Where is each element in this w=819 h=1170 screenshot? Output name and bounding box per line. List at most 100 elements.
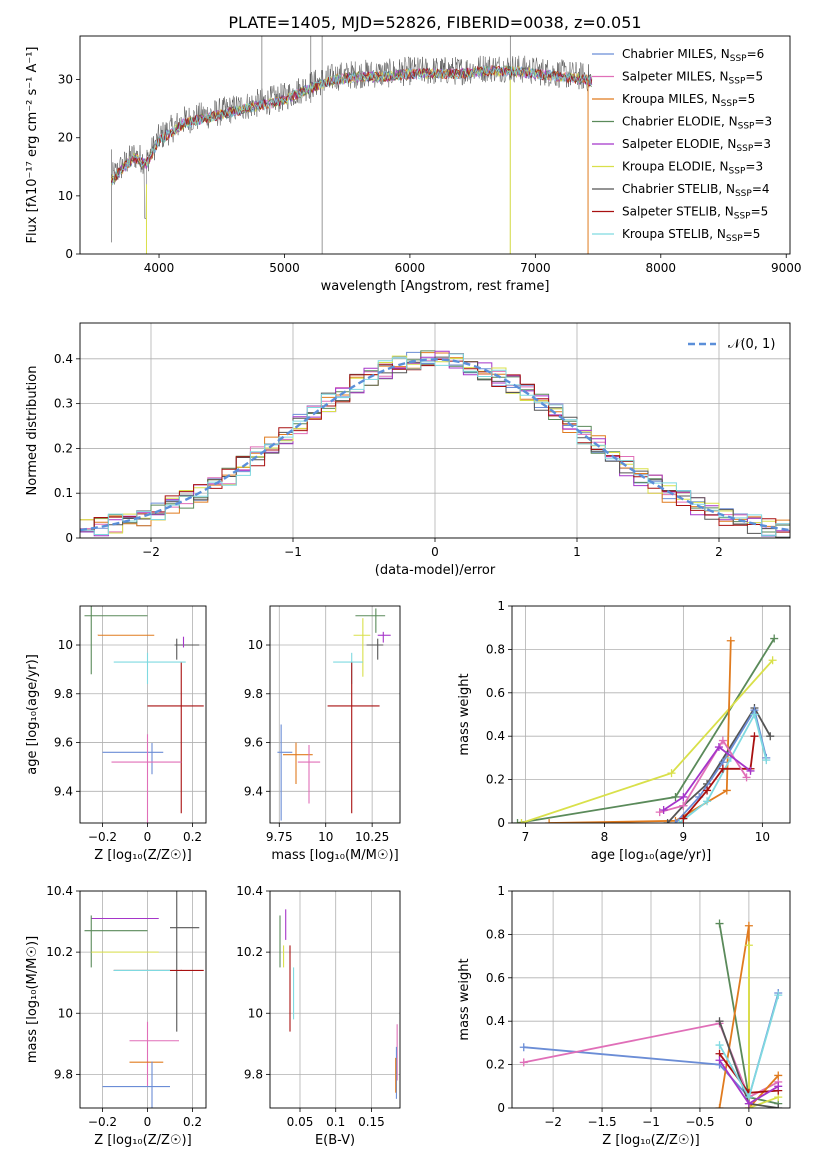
x-tick-label: 10.25 bbox=[355, 830, 389, 844]
weight-marker bbox=[715, 919, 724, 928]
x-tick-label: 9000 bbox=[771, 261, 802, 275]
weight-marker bbox=[770, 634, 779, 643]
y-tick-label: 9.8 bbox=[244, 687, 263, 701]
x-axis-label: E(B-V) bbox=[315, 1133, 355, 1148]
y-tick-label: 30 bbox=[58, 73, 73, 87]
x-axis-label: Z [log₁₀(Z/Z☉)] bbox=[602, 1133, 699, 1148]
weight-marker bbox=[726, 636, 735, 645]
y-tick-label: 0.6 bbox=[486, 686, 505, 700]
residuals-frame bbox=[79, 322, 791, 539]
weight-marker bbox=[659, 805, 668, 814]
spectrum-model-line bbox=[111, 65, 592, 186]
weight-series bbox=[517, 656, 777, 823]
legend-entry: Salpeter ELODIE, NSSP=3 bbox=[622, 137, 771, 154]
x-tick-label: −1 bbox=[642, 1115, 660, 1129]
spectrum-axes: 4000 5000 6000 7000 8000 9000 0 10 20 30 wavelengt… bbox=[25, 35, 802, 294]
y-tick-label: 1 bbox=[497, 599, 505, 613]
y-tick-label: 9.8 bbox=[54, 687, 73, 701]
y-tick-label: 10 bbox=[248, 638, 263, 652]
legend-entry: 𝒩(0, 1) bbox=[728, 337, 775, 352]
x-tick-label: 8000 bbox=[646, 261, 677, 275]
y-tick-label: 0.3 bbox=[54, 397, 73, 411]
y-axis-label: mass weight bbox=[457, 673, 472, 755]
errorbar-point bbox=[84, 606, 148, 675]
x-tick-label: 0.05 bbox=[287, 1115, 314, 1129]
weight-line bbox=[748, 945, 779, 1108]
y-tick-label: 1 bbox=[497, 884, 505, 898]
legend-entry: Kroupa STELIB, NSSP=5 bbox=[622, 227, 760, 244]
spectrum-model-line bbox=[111, 65, 593, 183]
mass_vs_Z-frame bbox=[79, 890, 207, 1109]
weight-series bbox=[659, 743, 755, 814]
y-tick-label: 9.8 bbox=[244, 1067, 263, 1081]
x-tick-label: 6000 bbox=[395, 261, 426, 275]
weight-marker bbox=[714, 743, 723, 752]
weight-marker bbox=[519, 1058, 528, 1067]
y-tick-label: 10 bbox=[58, 189, 73, 203]
y-tick-label: 0.4 bbox=[54, 352, 73, 366]
mass_vs_Z-plot-area bbox=[80, 891, 206, 1108]
errorbar-point bbox=[283, 742, 313, 784]
age_vs_Z-plot-area bbox=[80, 606, 206, 823]
weight-marker bbox=[766, 732, 775, 741]
y-tick-label: 9.6 bbox=[54, 736, 73, 750]
spectrum-legend: Chabrier MILES, NSSP=6 Salpeter MILES, NS… bbox=[592, 47, 772, 244]
weight-series bbox=[715, 1056, 783, 1108]
weight-marker bbox=[703, 786, 712, 795]
y-tick-label: 9.4 bbox=[244, 784, 263, 798]
x-axis-label: wavelength [Angstrom, rest frame] bbox=[321, 279, 550, 294]
errorbar-point bbox=[170, 891, 200, 1032]
weight-line bbox=[674, 707, 768, 823]
massweight_vs_age-frame bbox=[511, 605, 791, 824]
massweight_vs_age-axes: 7 8 9 10 0 0.2 0.4 0.6 0.8 1 age [log₁₀(age/yr)] ma… bbox=[457, 599, 791, 863]
y-axis-label: Flux [fλ10⁻¹⁷ erg cm⁻² s⁻¹ A⁻¹] bbox=[25, 47, 40, 244]
x-axis-label: age [log₁₀(age/yr)] bbox=[591, 848, 712, 863]
x-tick-label: −0.2 bbox=[88, 830, 117, 844]
errorbar-point bbox=[277, 724, 293, 821]
weight-marker bbox=[517, 819, 526, 823]
histogram-step bbox=[80, 353, 790, 537]
weight-marker bbox=[774, 991, 783, 1000]
errorbar-point bbox=[129, 1061, 164, 1063]
x-tick-label: 0 bbox=[431, 545, 439, 559]
weight-marker bbox=[718, 736, 727, 745]
errorbar-point bbox=[366, 638, 384, 660]
weight-marker bbox=[519, 1043, 528, 1052]
x-tick-label: 5000 bbox=[269, 261, 300, 275]
weight-line bbox=[663, 745, 752, 811]
x-tick-label: 4000 bbox=[144, 261, 175, 275]
y-tick-label: 0 bbox=[497, 816, 505, 830]
y-axis-label: Normed distribution bbox=[25, 366, 40, 496]
y-tick-label: 9.6 bbox=[244, 736, 263, 750]
x-tick-label: 0.2 bbox=[183, 1115, 202, 1129]
errorbar-point bbox=[111, 734, 182, 823]
weight-marker bbox=[774, 1071, 783, 1080]
weight-marker bbox=[718, 764, 727, 773]
age_vs_Z-frame bbox=[79, 605, 207, 824]
y-tick-label: 0.6 bbox=[486, 971, 505, 985]
legend-entry: Kroupa ELODIE, NSSP=3 bbox=[622, 160, 763, 177]
errorbar-point bbox=[377, 631, 391, 643]
weight-marker bbox=[744, 941, 753, 950]
weight-marker bbox=[762, 756, 771, 765]
errorbar-point bbox=[102, 1061, 170, 1108]
weight-marker bbox=[774, 1104, 783, 1108]
y-tick-label: 0.2 bbox=[54, 441, 73, 455]
errorbar-point bbox=[129, 1021, 179, 1087]
x-tick-label: −0.5 bbox=[685, 1115, 714, 1129]
weight-marker bbox=[750, 710, 759, 719]
massweight_vs_Z-axes: −2 −1.5 −1 −0.5 0 0 0.2 0.4 0.6 0.8 1 Z [log₁₀(Z/Z☉… bbox=[457, 884, 791, 1148]
weight-marker bbox=[774, 1082, 783, 1091]
normal-curve bbox=[80, 358, 790, 532]
weight-marker bbox=[750, 732, 759, 741]
y-tick-label: 0.1 bbox=[54, 486, 73, 500]
weight-series bbox=[715, 991, 783, 1102]
y-tick-label: 10 bbox=[248, 1006, 263, 1020]
age_vs_mass-plot-area bbox=[270, 606, 400, 823]
errorbar-point bbox=[113, 652, 186, 685]
weight-marker bbox=[744, 1099, 753, 1108]
y-tick-label: 10.4 bbox=[46, 884, 73, 898]
weight-marker bbox=[715, 1056, 724, 1065]
x-tick-label: 0 bbox=[144, 1115, 152, 1129]
